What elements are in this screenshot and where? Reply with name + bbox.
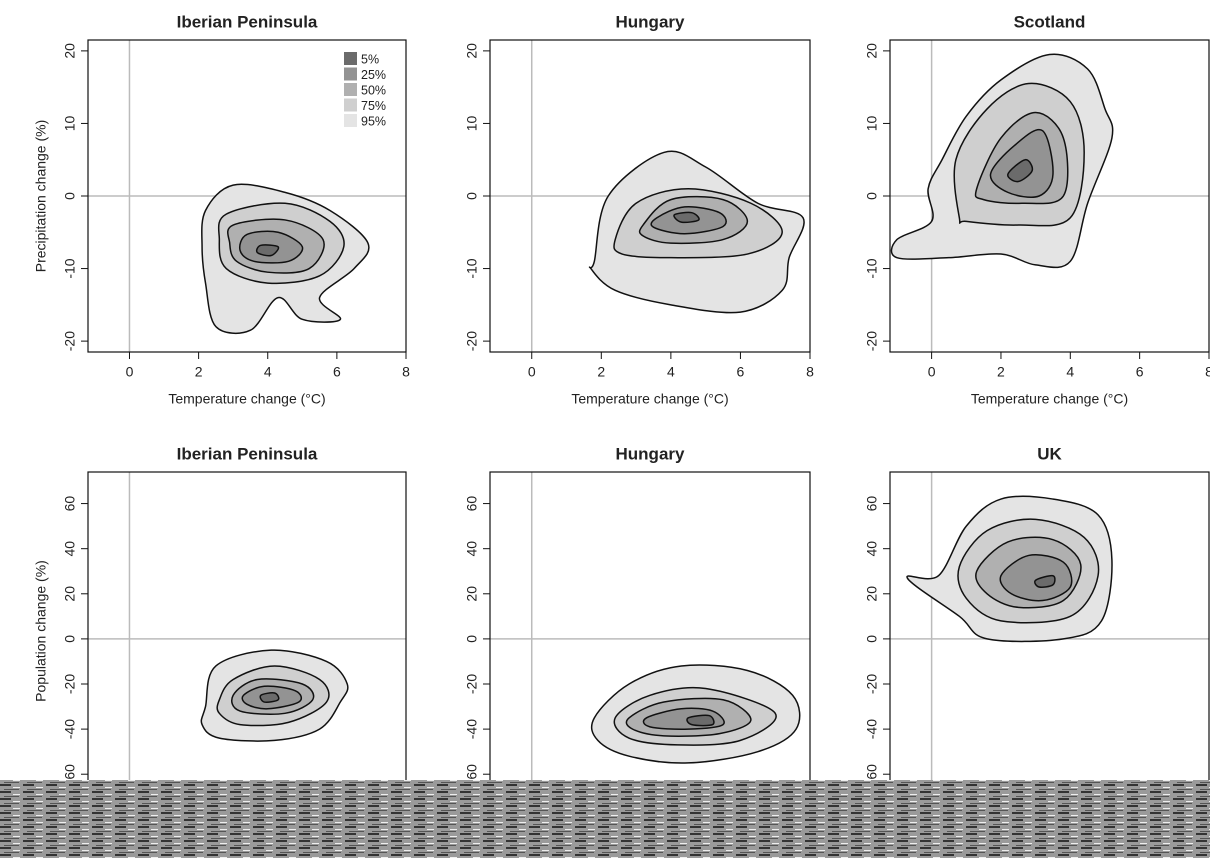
legend-swatch [344, 114, 357, 127]
y-tick-label: -60 [864, 764, 880, 784]
x-tick-label: 4 [264, 364, 272, 380]
y-tick-label: -20 [464, 331, 480, 351]
y-tick-label: 10 [464, 115, 480, 131]
y-tick-label: -20 [864, 331, 880, 351]
y-tick-label: -10 [464, 258, 480, 278]
y-tick-label: 0 [864, 192, 880, 200]
panel: Hungary -60 -40 -20 0 20 40 60 [464, 444, 811, 791]
legend-label: 95% [361, 114, 386, 128]
x-tick-label: 4 [667, 364, 675, 380]
y-tick-label: -10 [864, 258, 880, 278]
x-tick-label: 0 [126, 364, 134, 380]
contours [200, 649, 349, 742]
x-axis-label: Temperature change (°C) [571, 391, 728, 407]
noise-band [0, 780, 1210, 858]
contours [906, 495, 1113, 643]
x-tick-label: 6 [333, 364, 341, 380]
contour-region [259, 692, 280, 703]
y-tick-label: 20 [464, 43, 480, 59]
contour-region [1034, 574, 1056, 589]
contour-region [255, 244, 280, 257]
legend-swatch [344, 83, 357, 96]
y-tick-label: -40 [464, 719, 480, 739]
x-tick-label: 8 [1205, 364, 1210, 380]
y-tick-label: 40 [864, 541, 880, 557]
panel: UK -60 -40 -20 0 20 40 60 [864, 444, 1210, 791]
x-tick-label: 0 [528, 364, 536, 380]
y-tick-label: 20 [464, 586, 480, 602]
y-tick-label: 20 [864, 586, 880, 602]
panel-title: Iberian Peninsula [177, 12, 318, 31]
x-tick-label: 2 [997, 364, 1005, 380]
panel-title: Scotland [1014, 12, 1086, 31]
y-tick-label: -20 [864, 674, 880, 694]
legend-label: 75% [361, 99, 386, 113]
y-tick-label: 40 [62, 541, 78, 557]
y-tick-label: -20 [62, 674, 78, 694]
legend-swatch [344, 67, 357, 81]
x-axis-label: Temperature change (°C) [168, 391, 325, 407]
panel: Scotland -20 -10 0 10 20 0 2 4 6 8 Temperature chan… [864, 12, 1210, 406]
x-tick-label: 8 [402, 364, 410, 380]
plot-frame [87, 471, 407, 791]
y-tick-label: 0 [864, 635, 880, 643]
y-tick-label: -10 [62, 258, 78, 278]
x-tick-label: 4 [1066, 364, 1074, 380]
y-tick-label: 60 [864, 496, 880, 512]
y-axis-label: Population change (%) [33, 560, 49, 702]
panel: Iberian Peninsula -20 -10 0 10 20 0 2 4 6 8 Tempera… [33, 12, 410, 406]
y-tick-label: 10 [62, 115, 78, 131]
x-tick-label: 2 [597, 364, 605, 380]
contours [588, 150, 805, 314]
y-tick-label: 60 [62, 496, 78, 512]
legend-swatch [344, 98, 357, 112]
panel: Hungary -20 -10 0 10 20 0 2 4 6 8 Temperature chang… [464, 12, 814, 406]
y-tick-label: 20 [62, 43, 78, 59]
y-tick-label: 20 [62, 586, 78, 602]
y-tick-label: 20 [864, 43, 880, 59]
x-tick-label: 0 [928, 364, 936, 380]
y-tick-label: -20 [62, 331, 78, 351]
x-tick-label: 6 [737, 364, 745, 380]
contours [201, 183, 370, 335]
legend-label: 5% [361, 52, 379, 66]
y-axis-label: Precipitation change (%) [33, 120, 49, 273]
y-tick-label: -60 [62, 764, 78, 784]
x-tick-label: 2 [195, 364, 203, 380]
y-tick-label: 0 [464, 635, 480, 643]
contour-region [1007, 158, 1034, 183]
legend-label: 50% [361, 83, 386, 97]
x-tick-label: 8 [806, 364, 814, 380]
y-tick-label: 10 [864, 115, 880, 131]
y-tick-label: 0 [62, 192, 78, 200]
y-tick-label: -60 [464, 764, 480, 784]
contour-region [686, 714, 715, 727]
y-tick-label: -40 [62, 719, 78, 739]
y-tick-label: 0 [62, 635, 78, 643]
y-tick-label: -20 [464, 674, 480, 694]
y-tick-label: 0 [464, 192, 480, 200]
panel-title: Iberian Peninsula [177, 444, 318, 463]
contours [590, 664, 801, 764]
y-tick-label: 40 [464, 541, 480, 557]
panel-title: Hungary [616, 444, 686, 463]
y-tick-label: -40 [864, 719, 880, 739]
panel-title: UK [1037, 444, 1062, 463]
legend-swatch [344, 52, 357, 65]
panel-title: Hungary [616, 12, 686, 31]
contour-region [673, 211, 700, 224]
panel: Iberian Peninsula -60 -40 -20 0 20 40 60 Populat… [33, 444, 407, 791]
contours [890, 53, 1114, 269]
x-axis-label: Temperature change (°C) [971, 391, 1128, 407]
x-tick-label: 6 [1136, 364, 1144, 380]
legend-label: 25% [361, 68, 386, 82]
y-tick-label: 60 [464, 496, 480, 512]
contour-region [999, 554, 1073, 602]
